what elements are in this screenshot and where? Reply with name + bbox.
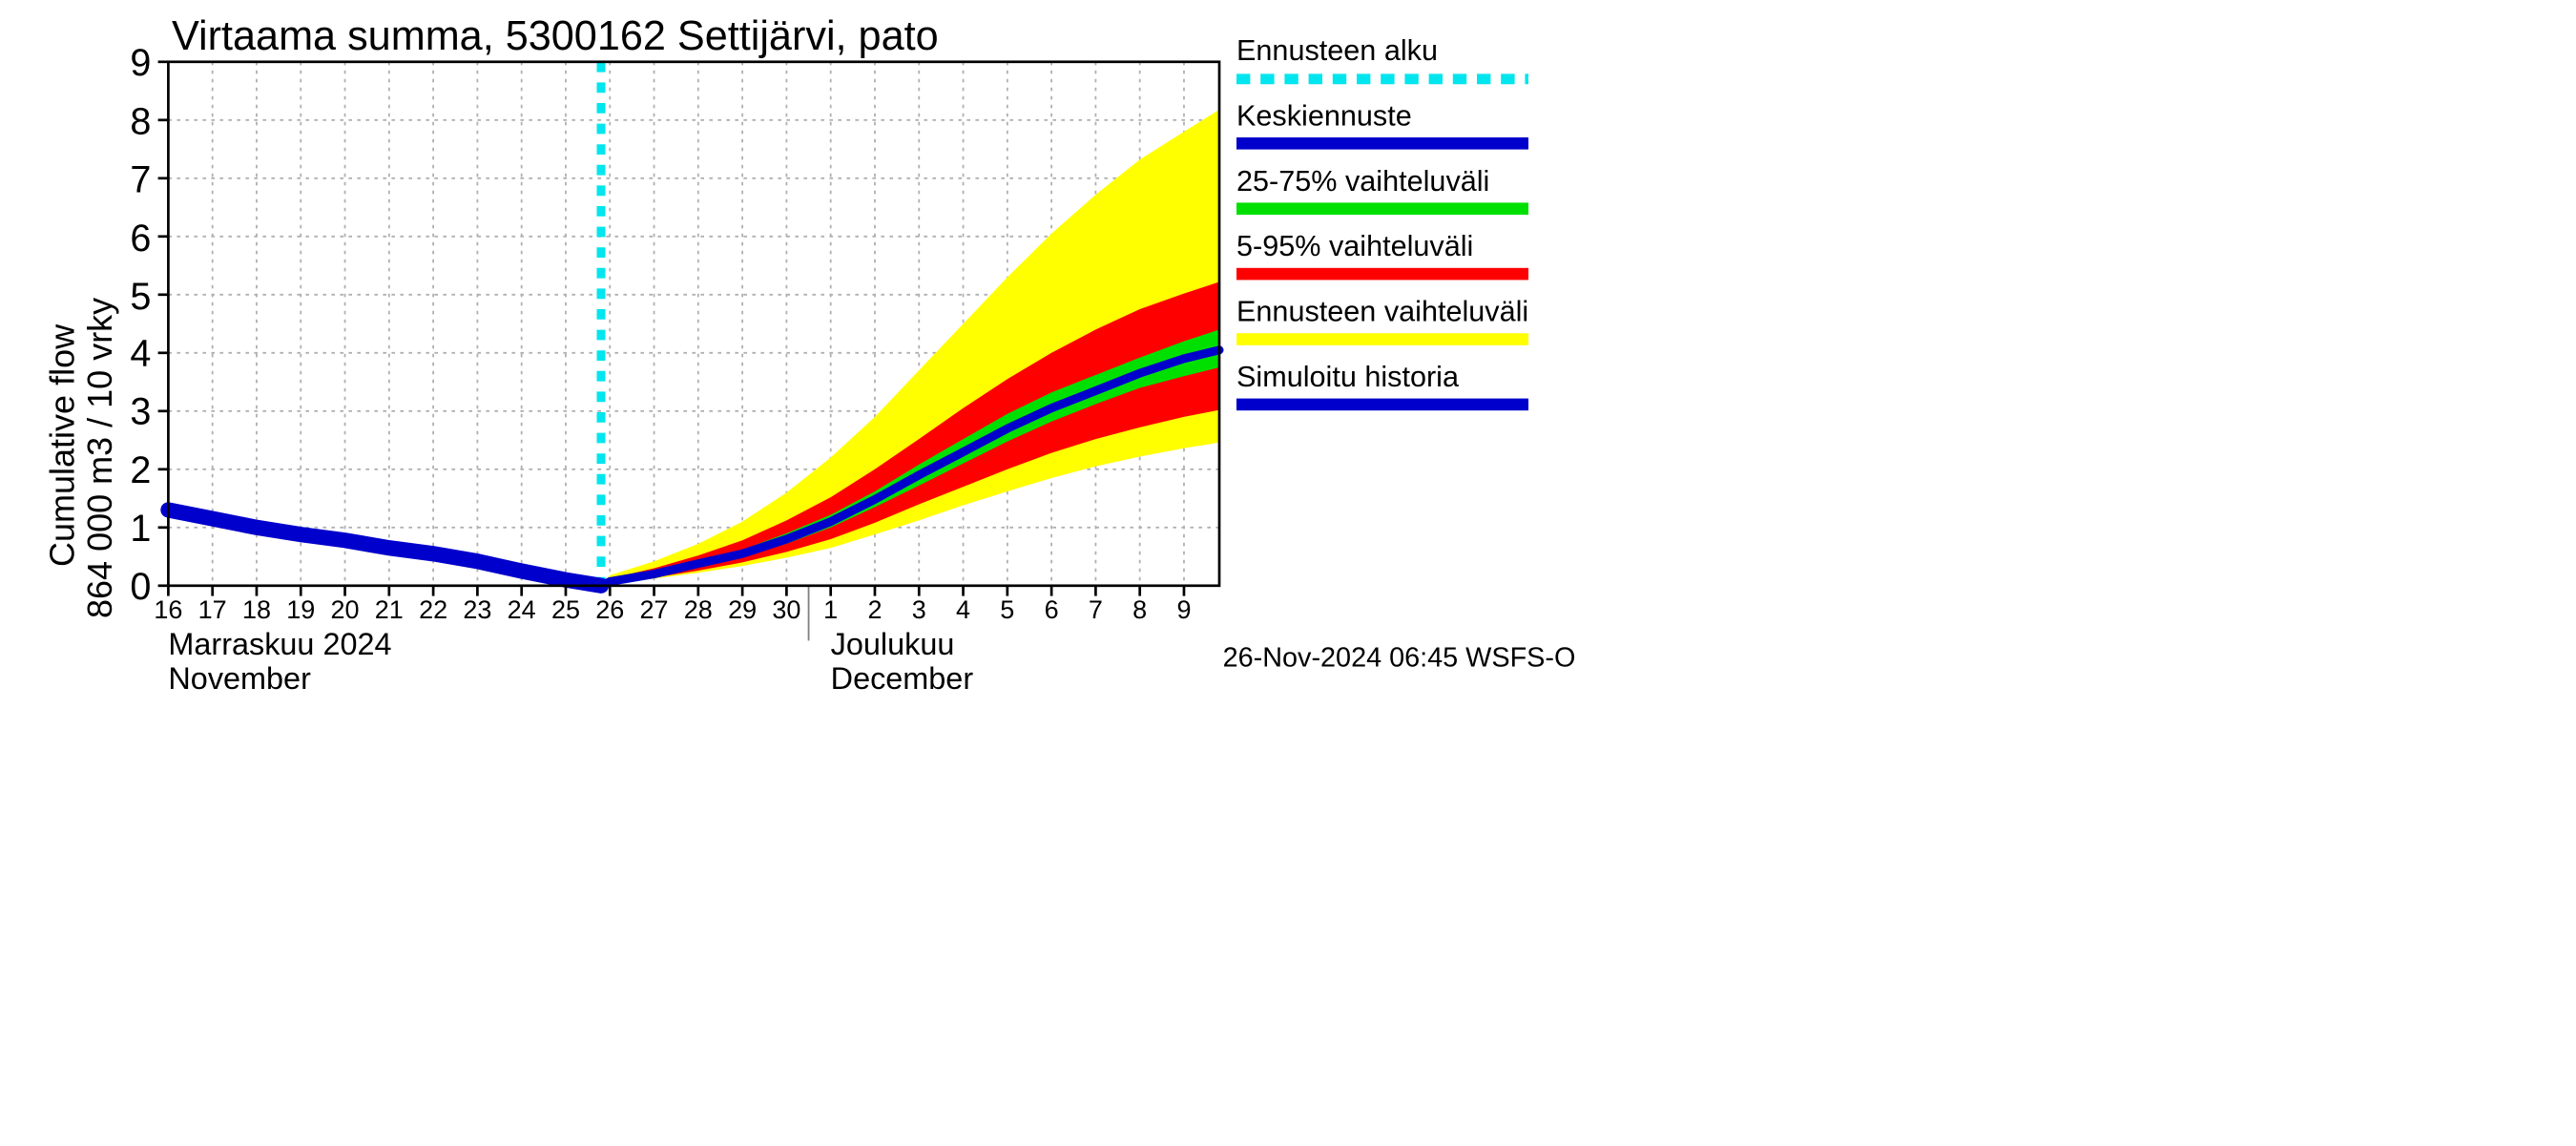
- xtick-label: 9: [1167, 596, 1201, 626]
- xtick-label: 30: [769, 596, 803, 626]
- xtick-label: 18: [239, 596, 274, 626]
- xtick-label: 5: [990, 596, 1025, 626]
- month-label-en: December: [831, 661, 973, 698]
- xtick-label: 26: [592, 596, 627, 626]
- ytick-label: 8: [99, 99, 151, 144]
- xtick-label: 25: [549, 596, 583, 626]
- xtick-label: 24: [505, 596, 539, 626]
- ytick-label: 9: [99, 41, 151, 86]
- legend-swatch: [1236, 137, 1528, 150]
- ytick-label: 0: [99, 565, 151, 610]
- xtick-label: 29: [725, 596, 759, 626]
- xtick-label: 21: [372, 596, 406, 626]
- chart-container: Virtaama summa, 5300162 Settijärvi, pato…: [0, 0, 2576, 1146]
- xtick-label: 2: [858, 596, 892, 626]
- legend-swatch: [1236, 202, 1528, 215]
- history-line: [168, 510, 601, 585]
- legend-label: Ennusteen vaihteluväli: [1236, 296, 1528, 330]
- legend-label: Ennusteen alku: [1236, 34, 1438, 69]
- month-label-en: November: [168, 661, 310, 698]
- legend-swatch: [1236, 268, 1528, 281]
- legend-swatch: [1236, 399, 1528, 411]
- footer-timestamp: 26-Nov-2024 06:45 WSFS-O: [1223, 644, 1576, 675]
- xtick-label: 16: [151, 596, 185, 626]
- ytick-label: 2: [99, 448, 151, 493]
- xtick-label: 17: [196, 596, 230, 626]
- xtick-label: 4: [946, 596, 981, 626]
- month-label: Marraskuu 2024: [168, 627, 391, 663]
- ytick-label: 7: [99, 157, 151, 202]
- legend-swatch: [1236, 333, 1528, 345]
- xtick-label: 20: [328, 596, 363, 626]
- xtick-label: 8: [1123, 596, 1157, 626]
- ytick-label: 3: [99, 390, 151, 435]
- legend-label: 5-95% vaihteluväli: [1236, 230, 1473, 264]
- month-label: Joulukuu: [831, 627, 955, 663]
- xtick-label: 27: [637, 596, 672, 626]
- xtick-label: 28: [681, 596, 716, 626]
- xtick-label: 1: [814, 596, 848, 626]
- legend-label: 25-75% vaihteluväli: [1236, 165, 1489, 199]
- xtick-label: 3: [902, 596, 936, 626]
- ytick-label: 4: [99, 332, 151, 377]
- ytick-label: 1: [99, 507, 151, 552]
- legend-label: Keskiennuste: [1236, 99, 1412, 134]
- xtick-label: 19: [283, 596, 318, 626]
- ytick-label: 6: [99, 216, 151, 260]
- xtick-label: 7: [1078, 596, 1112, 626]
- legend-label: Simuloitu historia: [1236, 361, 1459, 395]
- xtick-label: 23: [460, 596, 494, 626]
- xtick-label: 22: [416, 596, 450, 626]
- xtick-label: 6: [1034, 596, 1069, 626]
- ytick-label: 5: [99, 274, 151, 319]
